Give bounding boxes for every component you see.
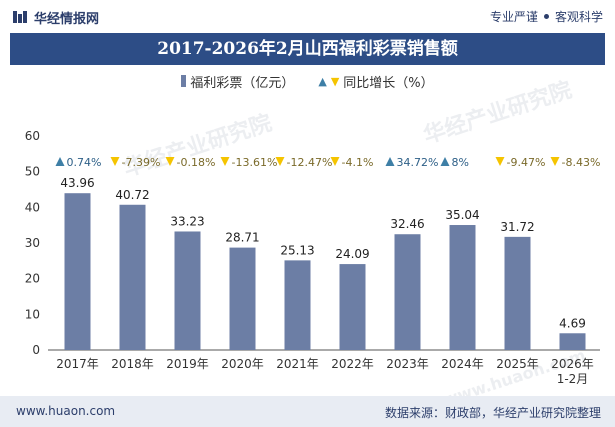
bar: [64, 193, 91, 350]
x-tick-line: 1-2月: [557, 372, 589, 386]
bar: [559, 333, 586, 350]
x-axis: 2017年 2018年 2019年 2020年 2021年 2022年 2023年 2024年…: [56, 357, 594, 386]
triangle-down-icon: [330, 157, 340, 166]
bar: [504, 236, 531, 350]
chart-area: 0 10 20 30 40 50 60 43.96 40.72 33.23 28.71 25.13 2…: [25, 129, 601, 386]
triangle-up-icon: [55, 157, 65, 166]
y-tick-label: 60: [25, 129, 40, 143]
tag-2: 客观科学: [554, 10, 603, 24]
growth-item: -7.39%: [110, 156, 161, 169]
legend-item-growth: ▲ ▼ 同比增长（%）: [318, 72, 433, 91]
x-tick-label: 2018年: [111, 357, 154, 371]
growth-label: -0.18%: [177, 156, 216, 169]
bar: [449, 225, 476, 350]
footer-source: 数据来源：财政部，华经产业研究院整理: [384, 406, 601, 420]
growth-item: -8.43%: [550, 156, 601, 169]
brand-name: 华经情报网: [34, 11, 100, 27]
bar-value-label: 33.23: [170, 214, 204, 228]
y-tick-label: 50: [25, 165, 40, 179]
triangle-up-icon: [385, 157, 395, 166]
triangle-down-icon: [110, 157, 120, 166]
x-tick-label: 2019年: [166, 357, 209, 371]
triangle-down-icon: [275, 157, 285, 166]
x-tick-line: 2026年: [551, 357, 594, 371]
y-tick-label: 0: [32, 343, 40, 357]
header-tags: 专业严谨 客观科学: [490, 8, 603, 25]
bar: [174, 231, 201, 350]
bar-value-label: 4.69: [559, 316, 586, 330]
bar-value-label: 40.72: [115, 188, 149, 202]
growth-item: -9.47%: [495, 156, 546, 169]
bars: 43.96 40.72 33.23 28.71 25.13 24.09 32.46 35.04…: [60, 176, 586, 350]
triangle-down-icon: [165, 157, 175, 166]
growth-item: -4.1%: [330, 156, 374, 169]
x-tick-label: 2017年: [56, 357, 99, 371]
footer-website-link[interactable]: www.huaon.com: [16, 404, 116, 418]
growth-label: -7.39%: [122, 156, 161, 169]
bar-value-label: 24.09: [335, 247, 369, 261]
title-bar: 2017-2026年2月山西福利彩票销售额: [10, 33, 605, 65]
growth-item: -0.18%: [165, 156, 216, 169]
bar-value-label: 28.71: [225, 231, 259, 245]
growth-label: -8.43%: [562, 156, 601, 169]
legend-label-bar: 福利彩票（亿元）: [190, 75, 295, 91]
triangle-down-icon: [495, 157, 505, 166]
legend-item-bar: 福利彩票（亿元）: [181, 72, 294, 91]
bar: [119, 204, 146, 350]
bar-swatch-icon: [181, 75, 187, 87]
growth-label: -12.47%: [287, 156, 333, 169]
triangle-down-icon: ▼: [330, 74, 340, 88]
growth-item: 0.74%: [55, 156, 102, 169]
bar-value-label: 31.72: [500, 220, 534, 234]
triangle-down-icon: [550, 157, 560, 166]
separator-dot-icon: [543, 14, 549, 19]
growth-label: -9.47%: [507, 156, 546, 169]
growth-item: -13.61%: [220, 156, 278, 169]
bar: [229, 247, 256, 350]
x-tick-label: 2020年: [221, 357, 264, 371]
x-tick-label: 2025年: [496, 357, 539, 371]
chart-legend: 福利彩票（亿元） ▲ ▼ 同比增长（%）: [0, 70, 615, 92]
bar-value-label: 32.46: [390, 217, 424, 231]
top-bar: 华经情报网 专业严谨 客观科学: [0, 0, 615, 33]
growth-labels: 0.74% -7.39% -0.18% -13.61% -12.47% -4.1% 34.7…: [55, 156, 601, 169]
growth-label: -13.61%: [232, 156, 278, 169]
x-tick-label: 2023年: [386, 357, 429, 371]
triangle-up-icon: ▲: [318, 74, 327, 88]
bar-value-label: 35.04: [445, 208, 479, 222]
x-tick-label: 2024年: [441, 357, 484, 371]
bar: [339, 264, 366, 350]
chart-title: 2017-2026年2月山西福利彩票销售额: [157, 39, 458, 59]
brand-logo-icon: [13, 11, 27, 23]
x-tick-label: 2026年 1-2月: [551, 357, 594, 386]
growth-item: -12.47%: [275, 156, 333, 169]
y-tick-label: 20: [25, 272, 40, 286]
growth-item: 34.72%: [385, 156, 439, 169]
bar-value-label: 43.96: [60, 176, 94, 190]
y-tick-label: 40: [25, 200, 40, 214]
bar-value-label: 25.13: [280, 243, 314, 257]
footer: www.huaon.com 数据来源：财政部，华经产业研究院整理: [0, 396, 615, 427]
tag-1: 专业严谨: [489, 10, 538, 24]
legend-label-growth: 同比增长（%）: [343, 75, 434, 91]
bar: [394, 234, 421, 350]
triangle-up-icon: [440, 157, 450, 166]
y-tick-label: 30: [25, 236, 40, 250]
brand[interactable]: 华经情报网: [12, 8, 100, 27]
triangle-down-icon: [220, 157, 230, 166]
y-tick-label: 10: [25, 307, 40, 321]
growth-label: -4.1%: [342, 156, 374, 169]
growth-label: 8%: [452, 156, 469, 169]
x-tick-label: 2021年: [276, 357, 319, 371]
x-tick-label: 2022年: [331, 357, 374, 371]
growth-item: 8%: [440, 156, 469, 169]
growth-label: 0.74%: [67, 156, 102, 169]
bar: [284, 260, 311, 350]
growth-label: 34.72%: [397, 156, 439, 169]
